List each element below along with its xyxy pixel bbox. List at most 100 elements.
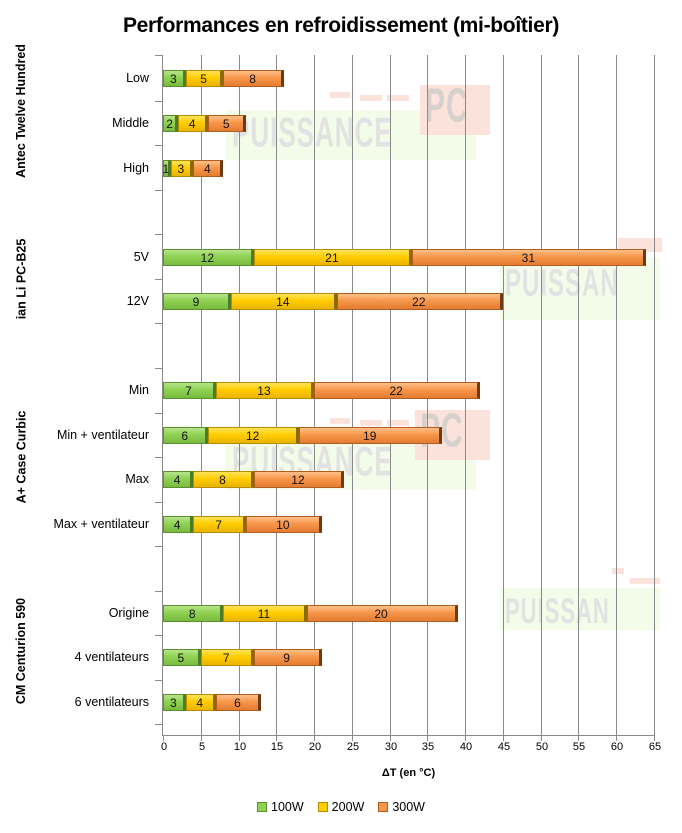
bar-segment-100w: 4 (163, 516, 194, 533)
stacked-bar: 4 8 12 (163, 471, 345, 488)
bar-segment-200w: 7 (200, 649, 254, 666)
x-tick-label: 20 (308, 741, 322, 753)
x-tick-mark (239, 735, 240, 741)
stacked-bar: 7 13 22 (163, 382, 481, 399)
watermark-shape (387, 95, 409, 101)
y-tick-mark (155, 413, 162, 414)
bar-segment-100w: 5 (163, 649, 201, 666)
category-label: 12V (126, 294, 149, 308)
stacked-bar: 9 14 22 (163, 293, 503, 310)
stacked-bar: 12 21 31 (163, 249, 647, 266)
x-tick-mark (578, 735, 579, 741)
x-tick-mark (352, 735, 353, 741)
x-tick-label: 25 (346, 741, 360, 753)
legend-label: 100W (271, 800, 304, 814)
x-tick-mark (503, 735, 504, 741)
bar-segment-100w: 12 (163, 249, 254, 266)
legend-label: 300W (392, 800, 425, 814)
group-label: ian Li PC-B25 (13, 238, 28, 320)
x-tick-mark (163, 735, 164, 741)
bar-segment-200w: 11 (223, 605, 307, 622)
x-tick-label: 5 (198, 741, 206, 753)
bar-segment-300w: 9 (253, 649, 322, 666)
watermark-text: PUISSANCE (232, 108, 393, 156)
x-tick-mark (390, 735, 391, 741)
bar-segment-100w: 2 (163, 115, 179, 132)
gridline (616, 55, 617, 735)
watermark-shape (612, 568, 624, 574)
bar-segment-100w: 4 (163, 471, 194, 488)
legend-item-100w: 100W (257, 800, 304, 814)
bar-segment-300w: 6 (215, 694, 262, 711)
watermark-shape (500, 258, 660, 320)
y-tick-mark (155, 457, 162, 458)
y-tick-mark (155, 724, 162, 725)
y-tick-mark (155, 323, 162, 324)
watermark-shape (630, 578, 660, 584)
stacked-bar: 8 11 20 (163, 605, 458, 622)
x-tick-mark (541, 735, 542, 741)
bar-segment-300w: 22 (336, 293, 503, 310)
bar-segment-100w: 7 (163, 382, 216, 399)
x-tick-label: 50 (535, 741, 549, 753)
category-label: Origine (108, 606, 149, 620)
x-axis-title: ΔT (en °C) (381, 767, 436, 779)
bar-segment-200w: 8 (193, 471, 254, 488)
y-axis (162, 55, 163, 735)
y-tick-mark (155, 55, 162, 56)
category-label: Middle (112, 116, 149, 130)
watermark-shape (360, 95, 382, 101)
legend-swatch-icon (317, 802, 328, 812)
category-label: Min (128, 383, 149, 397)
stacked-bar: 4 7 10 (163, 516, 322, 533)
y-tick-mark (155, 680, 162, 681)
y-tick-mark (155, 502, 162, 503)
bar-segment-300w: 19 (298, 427, 443, 444)
bar-segment-300w: 31 (412, 249, 647, 266)
x-tick-mark (314, 735, 315, 741)
bar-segment-200w: 14 (230, 293, 337, 310)
bar-segment-300w: 22 (314, 382, 481, 399)
x-tick-mark (276, 735, 277, 741)
x-tick-label: 30 (384, 741, 398, 753)
bar-segment-300w: 8 (223, 70, 284, 87)
x-tick-label: 60 (610, 741, 624, 753)
bar-segment-100w: 3 (163, 694, 186, 711)
y-tick-mark (155, 145, 162, 146)
x-tick-label: 55 (572, 741, 586, 753)
bar-segment-200w: 12 (208, 427, 299, 444)
category-label: Max (125, 472, 149, 486)
x-tick-label: 45 (497, 741, 511, 753)
y-tick-mark (155, 591, 162, 592)
gridline (541, 55, 542, 735)
x-tick-label: 40 (459, 741, 473, 753)
category-label: Low (126, 71, 149, 85)
watermark-shape (360, 420, 382, 426)
watermark-shape (420, 85, 490, 135)
category-label: Max + ventilateur (53, 517, 149, 531)
watermark-text: PUISSAN (505, 591, 610, 631)
bar-segment-200w: 4 (185, 694, 216, 711)
watermark-text: PUISSAN (505, 262, 619, 306)
legend-item-300w: 300W (378, 800, 425, 814)
y-tick-mark (155, 546, 162, 547)
bar-segment-100w: 1 (162, 160, 171, 177)
group-label: Antec Twelve Hundred (13, 44, 28, 178)
bar-segment-300w: 4 (193, 160, 224, 177)
watermark-shape (330, 418, 350, 424)
group-label: A+ Case Curbic (13, 410, 28, 504)
legend-item-200w: 200W (317, 800, 364, 814)
bar-segment-200w: 7 (193, 516, 247, 533)
watermark-shape (500, 588, 660, 630)
bar-segment-100w: 3 (163, 70, 186, 87)
x-tick-mark (654, 735, 655, 741)
category-label: Min + ventilateur (56, 428, 149, 442)
watermark-shape (387, 420, 409, 426)
gridline (503, 55, 504, 735)
bar-segment-300w: 5 (208, 115, 247, 132)
bar-segment-200w: 3 (170, 160, 194, 177)
category-label: 5V (133, 250, 149, 264)
